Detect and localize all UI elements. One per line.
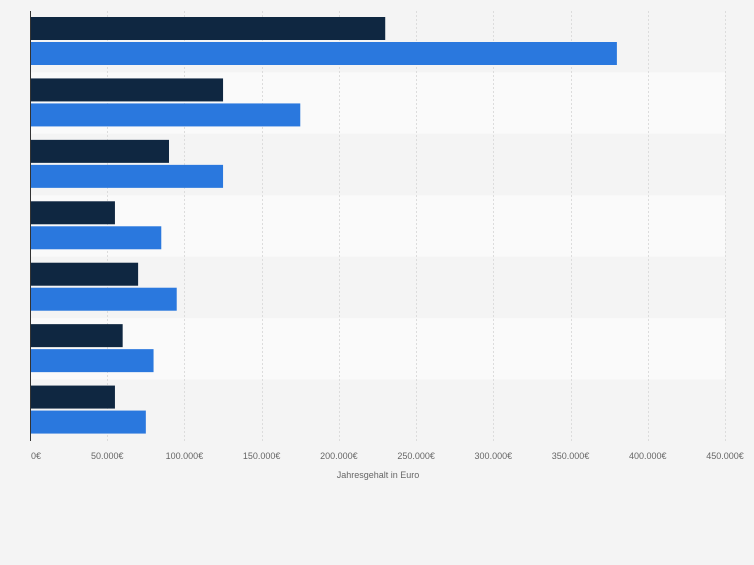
x-tick-label: 100.000€ (166, 451, 204, 461)
x-tick-label: 350.000€ (552, 451, 590, 461)
bar-series-2 (30, 410, 146, 434)
x-tick-label: 450.000€ (706, 451, 744, 461)
bar-series-1 (30, 385, 115, 409)
x-tick-labels: 0€ 50.000€ 100.000€ 150.000€ 200.000€ 250.000… (31, 451, 744, 461)
bar-series-1 (30, 139, 169, 163)
x-tick-label: 200.000€ (320, 451, 358, 461)
bar-series-2 (30, 42, 617, 65)
bar-series-2 (30, 287, 177, 311)
bar-series-1 (30, 324, 123, 348)
x-tick-label: 150.000€ (243, 451, 281, 461)
row-bands (30, 11, 725, 441)
x-tick-label: 400.000€ (629, 451, 667, 461)
bar-series-2 (30, 103, 301, 127)
x-tick-label: 50.000€ (91, 451, 124, 461)
bar-series-1 (30, 201, 115, 225)
bar-series-1 (30, 262, 139, 286)
bar-series-2 (30, 349, 154, 373)
bar-series-2 (30, 164, 224, 188)
bar-series-1 (30, 17, 386, 40)
x-tick-label: 300.000€ (475, 451, 513, 461)
x-axis-label: Jahresgehalt in Euro (337, 470, 420, 480)
x-tick-label: 0€ (31, 451, 41, 461)
bars (30, 17, 617, 434)
bar-series-2 (30, 226, 162, 250)
x-tick-label: 250.000€ (397, 451, 435, 461)
bar-series-1 (30, 78, 224, 102)
